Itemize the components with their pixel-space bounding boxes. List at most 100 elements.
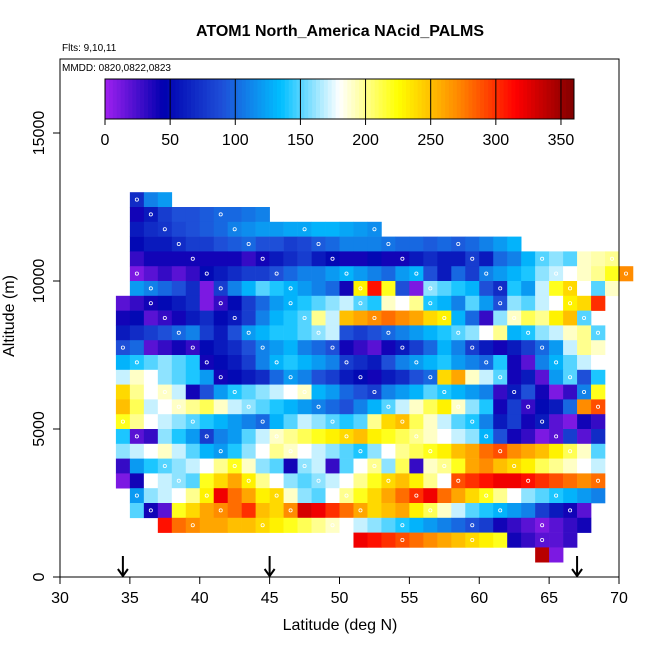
heatmap-cell — [143, 295, 159, 311]
colorbar-segment — [445, 79, 450, 119]
heatmap-cell — [451, 310, 466, 326]
colorbar-segment — [261, 79, 266, 119]
colorbar-segment — [366, 79, 372, 119]
sample-point — [512, 315, 517, 320]
heatmap-cell — [213, 221, 228, 237]
heatmap-cell — [381, 325, 396, 341]
heatmap-cell — [269, 325, 284, 341]
heatmap-cell — [479, 532, 494, 548]
heatmap-cell — [451, 429, 466, 445]
heatmap-cell — [465, 251, 480, 267]
heatmap-cell — [549, 488, 564, 504]
sample-point — [288, 286, 293, 291]
heatmap-cell — [493, 503, 508, 519]
heatmap-cell — [227, 384, 242, 400]
heatmap-cell — [185, 207, 201, 223]
heatmap-cell — [311, 473, 326, 489]
heatmap-cell — [479, 384, 494, 400]
sample-point — [358, 286, 363, 291]
heatmap-cell — [465, 399, 480, 415]
sample-point — [274, 271, 279, 276]
sample-point — [218, 301, 223, 306]
colorbar-segment — [171, 79, 176, 119]
colorbar-segment — [202, 79, 208, 119]
heatmap-cell — [479, 399, 494, 415]
sample-point — [358, 301, 363, 306]
heatmap-cell — [241, 473, 256, 489]
heatmap-cell — [283, 458, 298, 474]
heatmap-cell — [367, 251, 382, 267]
heatmap-cell — [325, 251, 340, 267]
x-tick-label: 55 — [400, 590, 418, 607]
heatmap-cell — [465, 473, 480, 489]
colorbar-segment — [550, 79, 555, 119]
heatmap-cell — [535, 547, 550, 563]
sample-point — [288, 449, 293, 454]
heatmap-cell — [283, 369, 298, 385]
heatmap-cell — [437, 443, 452, 459]
heatmap-cell — [325, 458, 340, 474]
colorbar-segment — [499, 79, 505, 119]
heatmap-cell — [535, 517, 550, 533]
heatmap-cell — [115, 340, 131, 356]
heatmap-cell — [311, 414, 326, 430]
heatmap-cell — [563, 266, 578, 282]
sample-point — [148, 375, 153, 380]
heatmap-cell — [521, 281, 536, 297]
heatmap-cell — [451, 355, 466, 371]
colorbar-segment — [480, 79, 485, 119]
heatmap-cell — [563, 295, 578, 311]
heatmap-cell — [367, 281, 382, 297]
heatmap-cell — [129, 369, 145, 385]
heatmap-cell — [199, 414, 215, 430]
heatmap-cell — [381, 414, 396, 430]
heatmap-cell — [353, 340, 368, 356]
sample-point — [120, 345, 125, 350]
heatmap-cell — [269, 503, 284, 519]
heatmap-cell — [535, 488, 550, 504]
heatmap-cell — [423, 236, 438, 252]
heatmap-cell — [157, 369, 173, 385]
heatmap-cell — [241, 443, 256, 459]
heatmap-cell — [521, 384, 536, 400]
heatmap-cell — [549, 517, 564, 533]
colorbar-segment — [136, 79, 141, 119]
heatmap-cell — [423, 458, 438, 474]
heatmap-cell — [283, 295, 298, 311]
heatmap-cell — [269, 355, 284, 371]
heatmap-cell — [381, 503, 396, 519]
heatmap-cell — [283, 503, 298, 519]
heatmap-cell — [507, 517, 522, 533]
heatmap-cell — [185, 266, 201, 282]
sample-point — [274, 493, 279, 498]
sample-point — [498, 286, 503, 291]
heatmap-cell — [129, 251, 145, 267]
colorbar-segment — [562, 79, 567, 119]
sample-point — [554, 434, 559, 439]
heatmap-cell — [451, 281, 466, 297]
heatmap-cell — [367, 310, 382, 326]
heatmap-cell — [157, 517, 173, 533]
heatmap-cell — [115, 399, 131, 415]
heatmap-cell — [563, 251, 578, 267]
colorbar-segment — [155, 79, 161, 119]
heatmap-cell — [269, 414, 284, 430]
sample-point — [526, 330, 531, 335]
heatmap-cell — [367, 340, 382, 356]
colorbar-segment — [382, 79, 387, 119]
colorbar-segment — [230, 79, 235, 119]
sample-point — [134, 271, 139, 276]
heatmap-cell — [213, 488, 228, 504]
sample-point — [414, 360, 419, 365]
sample-point — [372, 315, 377, 320]
sample-point — [512, 389, 517, 394]
heatmap-cell — [395, 281, 410, 297]
heatmap-cell — [143, 414, 159, 430]
sample-point — [218, 449, 223, 454]
sample-point — [134, 493, 139, 498]
colorbar-segment — [226, 79, 231, 119]
heatmap-cell — [549, 369, 564, 385]
heatmap-cell — [479, 429, 494, 445]
heatmap-cell — [143, 429, 159, 445]
colorbar-segment — [370, 79, 376, 119]
